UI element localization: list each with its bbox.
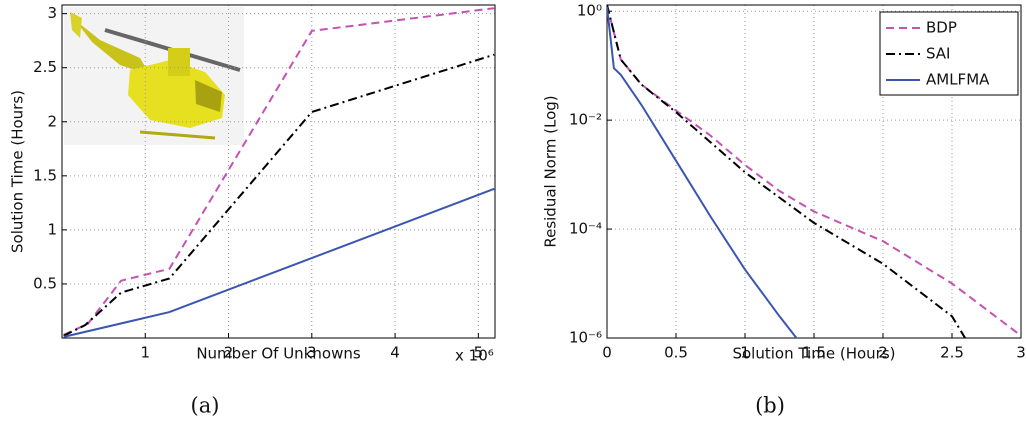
line (63, 187, 495, 338)
y-tick-label: 10⁻² (569, 111, 602, 129)
window (195, 80, 222, 112)
line (63, 53, 495, 337)
y-tick-label: 3 (47, 4, 57, 22)
x-tick-label: 0 (602, 344, 612, 362)
legend-label: SAI (926, 45, 951, 63)
x-tick-label: 2.5 (940, 344, 964, 362)
skid (139, 130, 216, 140)
axes-frame (61, 4, 496, 339)
y-tick-label: 1 (47, 220, 57, 238)
y-tick-label: 10⁻⁴ (569, 220, 602, 238)
line (607, 5, 1021, 337)
x-tick-label: 3 (1016, 344, 1026, 362)
legend-box (879, 11, 1019, 96)
x-tick-label: 2 (878, 344, 888, 362)
y-tick-label: 10⁻⁶ (569, 329, 602, 347)
x-tick-label: 0.5 (664, 344, 688, 362)
y-tick-label: 1.5 (33, 166, 57, 184)
y-tick-label: 10⁰ (577, 2, 602, 20)
legend-label: BDP (926, 19, 957, 37)
fuselage (128, 60, 225, 128)
y-axis-label: Solution Time (Hours) (9, 90, 27, 253)
tail-boom (75, 20, 150, 75)
axes-frame (606, 4, 1022, 339)
legend-label: AMLFMA (926, 71, 990, 89)
x-tick-label: 1 (140, 344, 150, 362)
line (607, 6, 798, 338)
x-tick-label: 5 (474, 344, 484, 362)
x-multiplier: x 10⁶ (455, 347, 494, 365)
x-tick-label: 2 (224, 344, 234, 362)
caption: (b) (755, 394, 785, 418)
x-tick-label: 1.5 (802, 344, 826, 362)
caption: (a) (191, 394, 220, 418)
line (63, 7, 495, 336)
y-tick-label: 2.5 (33, 58, 57, 76)
x-axis-label: Number Of Unknowns (196, 345, 361, 363)
engine (168, 48, 190, 76)
y-tick-label: 2 (47, 112, 57, 130)
x-tick-label: 1 (740, 344, 750, 362)
y-axis-label: Residual Norm (Log) (542, 95, 560, 247)
tail-fin (70, 12, 82, 38)
x-tick-label: 3 (307, 344, 317, 362)
helicopter-picture (64, 7, 244, 145)
x-axis-label: Solution Time (Hours) (732, 345, 895, 363)
x-tick-label: 4 (390, 344, 400, 362)
y-tick-label: 0.5 (33, 274, 57, 292)
